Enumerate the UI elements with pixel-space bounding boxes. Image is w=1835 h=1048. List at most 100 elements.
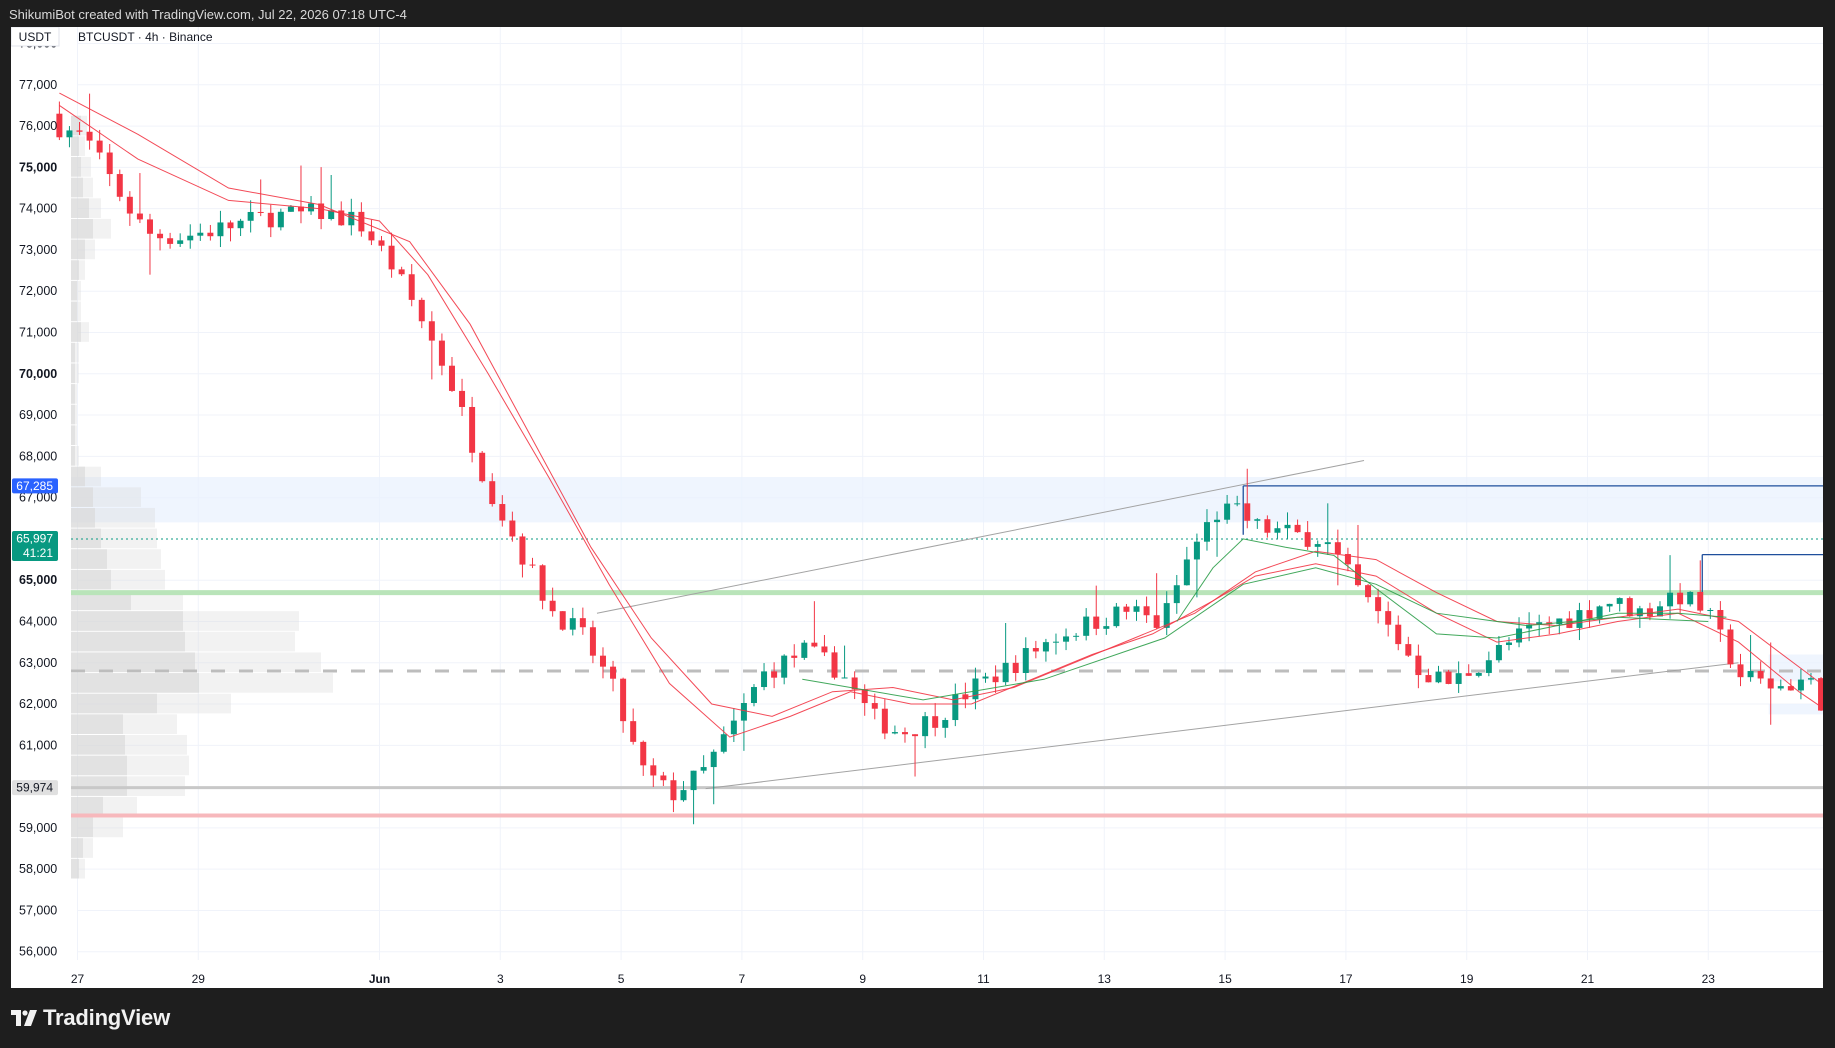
candle-body (1163, 603, 1170, 628)
candle-body (962, 694, 969, 700)
candle-body (1767, 678, 1774, 689)
candle-body (952, 694, 959, 721)
candle-body (1103, 626, 1110, 629)
candle-body (529, 564, 536, 566)
candle-body (1264, 519, 1271, 533)
x-axis-tick-label: 7 (739, 972, 746, 986)
candle-body (1677, 592, 1684, 605)
price-label-text: 67,285 (16, 479, 53, 493)
tradingview-logo[interactable]: TradingView (11, 1005, 170, 1031)
candle-body (328, 210, 335, 220)
candle-body (1737, 664, 1744, 678)
candle-body (378, 240, 385, 246)
candle-body (539, 565, 546, 601)
candle-body (660, 775, 667, 781)
volume-profile-bar (71, 735, 125, 755)
volume-profile-bar (71, 487, 93, 507)
candle-body (1193, 541, 1200, 560)
candle-body (459, 390, 466, 407)
candle-body (1093, 616, 1100, 629)
candle-body (318, 203, 325, 220)
price-label-text: 59,974 (16, 781, 53, 795)
candle-body (1254, 519, 1261, 521)
y-axis-tick-label: 72,000 (19, 284, 57, 298)
candle-body (781, 655, 788, 678)
volume-profile-bar (71, 384, 75, 404)
y-axis-tick-label: 68,000 (19, 449, 57, 463)
candle-body (418, 299, 425, 322)
candle-body (1123, 606, 1130, 612)
candle-body (912, 734, 919, 737)
candle-body (1475, 672, 1482, 676)
candle-body (287, 206, 294, 212)
candle-body (338, 210, 345, 226)
candle-body (489, 481, 496, 505)
candle-body (1083, 616, 1090, 636)
candle-body (972, 678, 979, 700)
candle-body (620, 678, 627, 722)
volume-profile-bar (71, 115, 81, 136)
candle-body (1807, 678, 1814, 680)
candle-body (257, 211, 264, 213)
candle-body (1133, 606, 1140, 612)
candle-body (1344, 554, 1351, 565)
candle-body (599, 655, 606, 667)
candle-body (76, 130, 83, 132)
candle-body (1385, 611, 1392, 625)
price-chart[interactable]: 2729Jun357911131517192123252729Jul357911… (11, 27, 1823, 988)
candle-body (1274, 528, 1281, 533)
y-axis-tick-label: 74,000 (19, 202, 57, 216)
y-axis-tick-label: 71,000 (19, 325, 57, 339)
candle-body (1505, 642, 1512, 646)
candle-body (1526, 624, 1533, 629)
volume-profile-bar (71, 218, 93, 239)
currency-badge (11, 27, 60, 47)
candle-body (1667, 592, 1674, 607)
candle-body (1052, 641, 1059, 643)
volume-profile-bar (71, 280, 77, 301)
candle-body (549, 600, 556, 612)
moving-average-line (1176, 538, 1727, 639)
candle-body (1596, 606, 1603, 619)
candle-body (227, 222, 234, 229)
candle-body (106, 152, 113, 175)
candle-body (1646, 608, 1653, 617)
candle-body (1516, 628, 1523, 643)
chart-area[interactable]: 2729Jun357911131517192123252729Jul357911… (11, 27, 1823, 988)
candle-body (146, 219, 153, 234)
candle-body (1727, 629, 1734, 665)
volume-profile-bar (71, 755, 127, 776)
candle-body (408, 274, 415, 300)
candle-body (1818, 678, 1823, 711)
candle-body (1576, 610, 1583, 628)
candle-body (237, 220, 244, 229)
y-axis-tick-label: 56,000 (19, 945, 57, 959)
candle-body (1556, 618, 1563, 625)
x-axis-tick-label: 13 (1098, 972, 1112, 986)
candle-body (1626, 598, 1633, 617)
x-axis-tick-label: 21 (1581, 972, 1595, 986)
volume-profile-bar (71, 611, 183, 631)
volume-profile-bar (71, 673, 199, 693)
tradingview-logo-icon (11, 1010, 37, 1026)
trendline (705, 662, 1739, 790)
candle-body (569, 618, 576, 630)
candle-body (1244, 503, 1251, 521)
candle-body (177, 240, 184, 244)
volume-profile-bar (71, 858, 79, 879)
moving-average-line (802, 567, 1709, 701)
y-axis-tick-label: 65,000 (19, 573, 57, 587)
x-axis-tick-label: 15 (1218, 972, 1232, 986)
candle-body (670, 780, 677, 801)
candle-body (559, 611, 566, 630)
x-axis-tick-label: 23 (1702, 972, 1716, 986)
candle-body (1143, 606, 1150, 616)
candle-body (1022, 648, 1029, 673)
candle-body (841, 677, 848, 679)
y-axis-tick-label: 64,000 (19, 614, 57, 628)
x-axis-tick-label: 11 (977, 972, 990, 986)
volume-profile-bar (71, 136, 79, 157)
candle-body (1777, 686, 1784, 689)
candle-body (388, 245, 395, 270)
